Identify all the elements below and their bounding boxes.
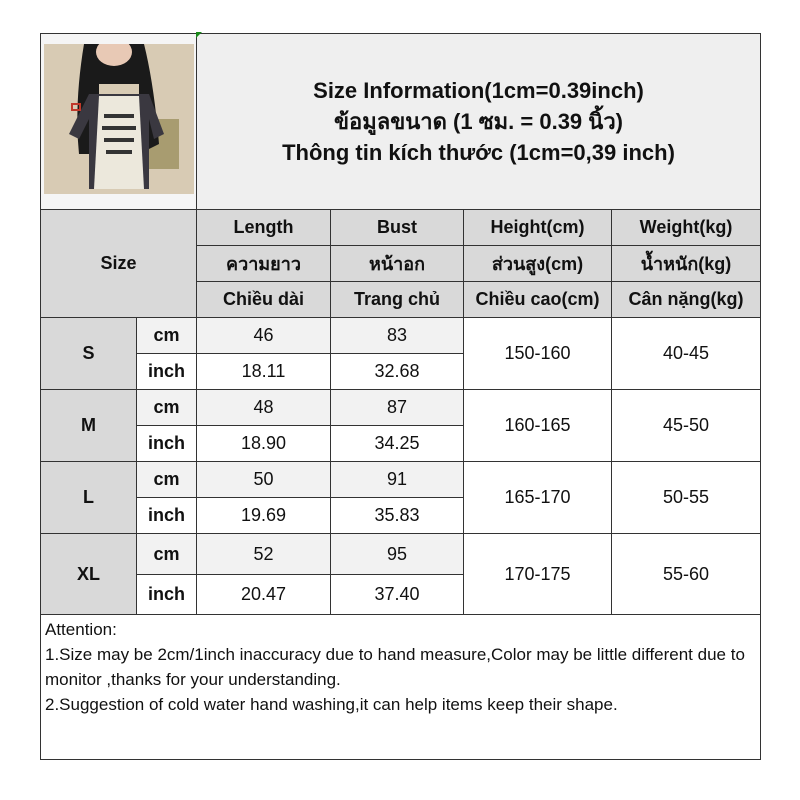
cell-comment-marker [196, 32, 202, 38]
height-range: 150-160 [463, 317, 612, 390]
attention-note-2: 2.Suggestion of cold water hand washing,… [45, 695, 618, 714]
weight-range: 55-60 [611, 533, 761, 615]
attention-heading: Attention: [45, 620, 117, 639]
size-label: L [40, 461, 137, 534]
size-row-inch: inch 19.69 35.83 [41, 497, 761, 534]
chart-title: Size Information(1cm=0.39inch) ข้อมูลขนา… [196, 33, 761, 210]
size-label: M [40, 389, 137, 462]
weight-range: 50-55 [611, 461, 761, 534]
length-inch: 19.69 [196, 497, 331, 534]
unit-inch: inch [136, 425, 197, 462]
unit-inch: inch [136, 497, 197, 534]
size-row-inch: inch 18.11 32.68 [41, 353, 761, 390]
size-header: Size [40, 209, 197, 318]
attention-note-1: 1.Size may be 2cm/1inch inaccuracy due t… [45, 645, 750, 689]
length-cm: 48 [196, 389, 331, 426]
size-label: S [40, 317, 137, 390]
unit-cm: cm [136, 461, 197, 498]
bust-inch: 32.68 [330, 353, 464, 390]
product-photo [40, 33, 197, 210]
unit-inch: inch [136, 574, 197, 615]
unit-cm: cm [136, 533, 197, 575]
title-english: Size Information(1cm=0.39inch) [313, 78, 644, 103]
length-cm: 52 [196, 533, 331, 575]
unit-cm: cm [136, 389, 197, 426]
size-label: XL [40, 533, 137, 615]
height-range: 160-165 [463, 389, 612, 462]
column-header-weight-thai: น้ำหนัก(kg) [611, 245, 761, 282]
product-photo-image [43, 38, 194, 194]
bust-cm: 91 [330, 461, 464, 498]
column-header-weight: Weight(kg) [611, 209, 761, 246]
bust-inch: 37.40 [330, 574, 464, 615]
title-vietnamese: Thông tin kích thước (1cm=0,39 inch) [282, 140, 675, 165]
height-range: 165-170 [463, 461, 612, 534]
attention-notes: Attention: 1.Size may be 2cm/1inch inacc… [40, 614, 761, 760]
size-row-cm: XL cm 52 95 170-175 55-60 [40, 533, 761, 615]
length-inch: 20.47 [196, 574, 331, 615]
size-row-inch: inch 20.47 37.40 [41, 574, 761, 615]
unit-cm: cm [136, 317, 197, 354]
bust-cm: 87 [330, 389, 464, 426]
column-header-height: Height(cm) [463, 209, 612, 246]
column-header-height-thai: ส่วนสูง(cm) [463, 245, 612, 282]
bust-inch: 35.83 [330, 497, 464, 534]
size-chart-table: Size Information(1cm=0.39inch) ข้อมูลขนา… [40, 33, 761, 760]
size-row-cm: L cm 50 91 165-170 50-55 [40, 461, 761, 534]
height-range: 170-175 [463, 533, 612, 615]
length-cm: 50 [196, 461, 331, 498]
size-row-cm: S cm 46 83 150-160 40-45 [40, 317, 761, 390]
size-row-cm: M cm 48 87 160-165 45-50 [40, 389, 761, 462]
column-header-bust: Bust [330, 209, 464, 246]
bust-cm: 83 [330, 317, 464, 354]
column-header-weight-vietnamese: Cân nặng(kg) [611, 281, 761, 318]
length-inch: 18.90 [196, 425, 331, 462]
column-header-bust-thai: หน้าอก [330, 245, 464, 282]
length-cm: 46 [196, 317, 331, 354]
title-thai: ข้อมูลขนาด (1 ซม. = 0.39 นิ้ว) [333, 109, 623, 134]
column-header-length: Length [196, 209, 331, 246]
weight-range: 40-45 [611, 317, 761, 390]
column-header-bust-vietnamese: Trang chủ [330, 281, 464, 318]
bust-inch: 34.25 [330, 425, 464, 462]
bust-cm: 95 [330, 533, 464, 575]
column-header-length-thai: ความยาว [196, 245, 331, 282]
column-header-length-vietnamese: Chiều dài [196, 281, 331, 318]
size-row-inch: inch 18.90 34.25 [41, 425, 761, 462]
column-header-height-vietnamese: Chiều cao(cm) [463, 281, 612, 318]
length-inch: 18.11 [196, 353, 331, 390]
unit-inch: inch [136, 353, 197, 390]
weight-range: 45-50 [611, 389, 761, 462]
